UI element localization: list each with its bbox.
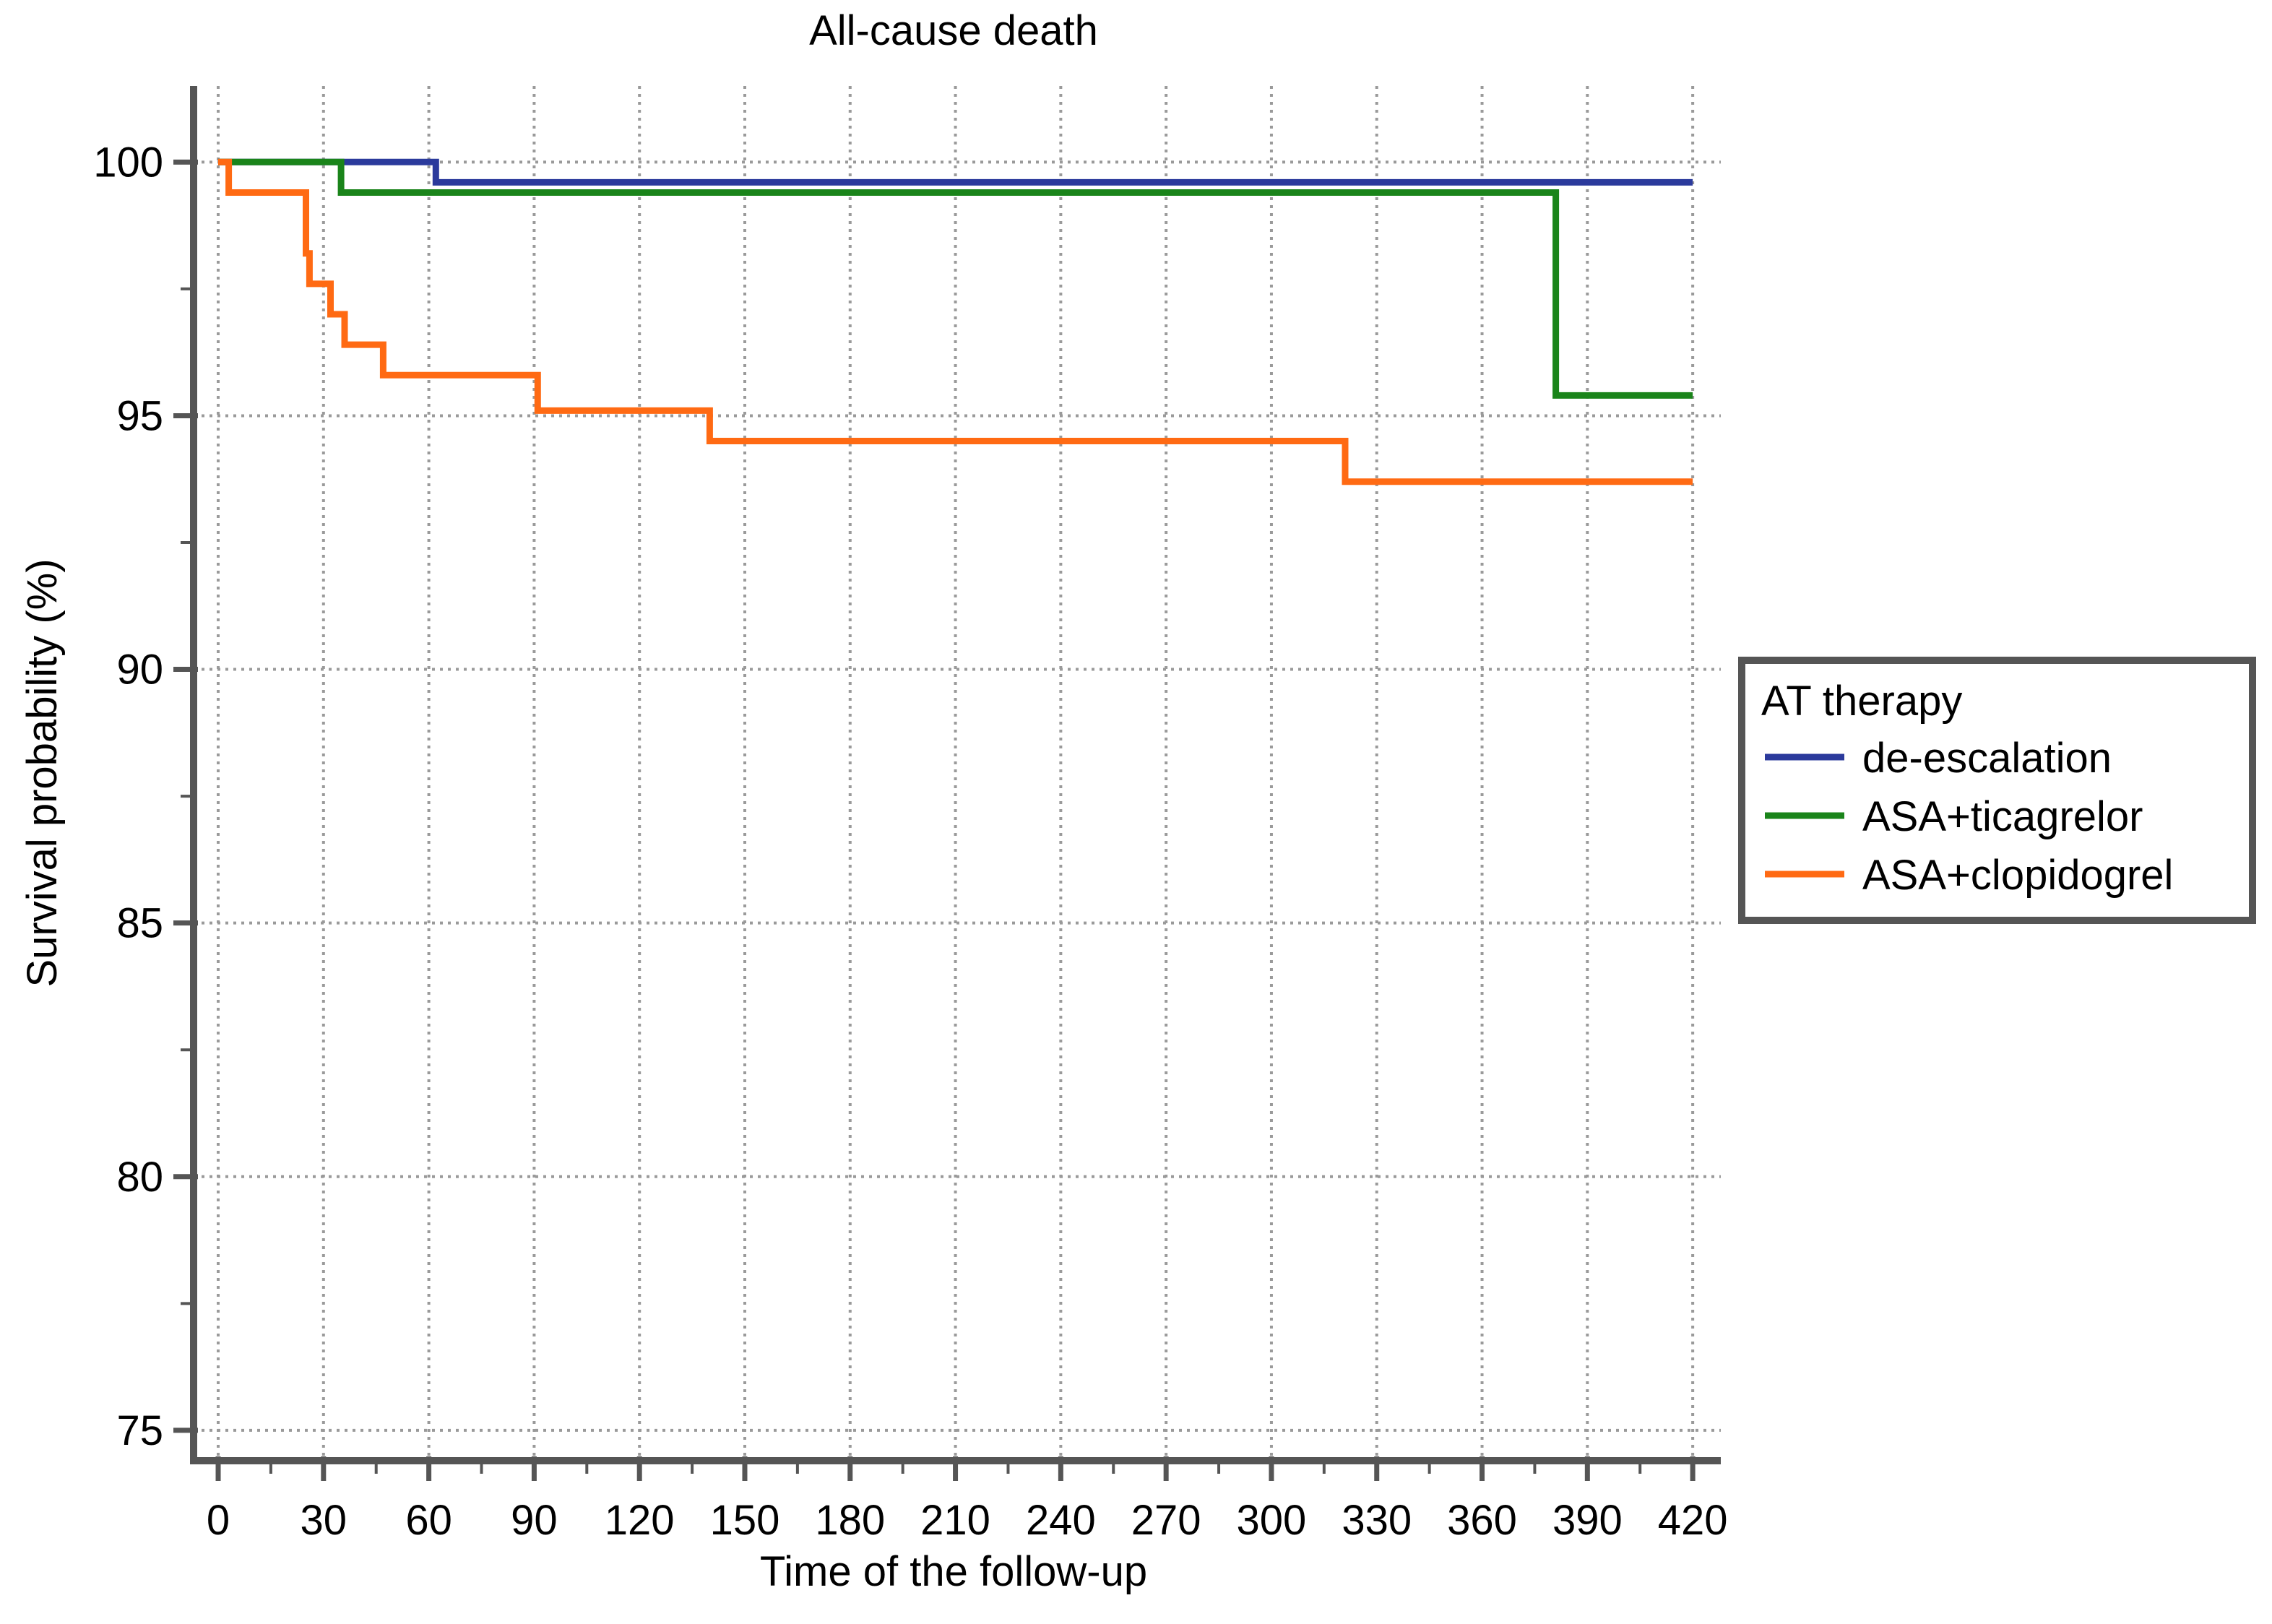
x-tick-label: 240 [1026, 1497, 1096, 1544]
x-tick-label: 120 [605, 1497, 675, 1544]
x-tick-label: 150 [710, 1497, 780, 1544]
x-tick-label: 360 [1447, 1497, 1517, 1544]
x-tick-label: 30 [301, 1497, 347, 1544]
legend-label-asa-ticagrelor: ASA+ticagrelor [1862, 793, 2143, 840]
legend-label-asa-clopidogrel: ASA+clopidogrel [1862, 852, 2173, 899]
y-tick-label: 100 [93, 139, 163, 186]
legend-title: AT therapy [1761, 678, 1962, 725]
series-line-de-escalation [218, 158, 1693, 186]
x-axis-label: Time of the follow-up [760, 1548, 1147, 1595]
legend: AT therapy de-escalation ASA+ticagrelor AS… [1738, 657, 2256, 924]
x-tick-label: 390 [1552, 1497, 1623, 1544]
x-tick-label: 270 [1131, 1497, 1201, 1544]
x-tick-label: 210 [920, 1497, 990, 1544]
legend-label-de-escalation: de-escalation [1862, 735, 2112, 782]
grid-lines [194, 86, 1721, 1461]
axes [173, 86, 1721, 1481]
chart-title: All-cause death [809, 7, 1098, 54]
x-tick-label: 420 [1658, 1497, 1728, 1544]
y-axis-label: Survival probability (%) [19, 558, 66, 987]
y-tick-label: 90 [116, 647, 163, 694]
y-tick-label: 95 [116, 392, 163, 439]
x-tick-label: 60 [405, 1497, 452, 1544]
x-tick-labels: 0 30 60 90 120 150 180 210 240 270 300 330 360 390 420 [207, 1497, 1728, 1544]
y-tick-label: 80 [116, 1154, 163, 1201]
y-tick-label: 75 [116, 1407, 163, 1454]
x-tick-label: 0 [207, 1497, 230, 1544]
x-tick-label: 330 [1342, 1497, 1412, 1544]
series-line-asa-clopidogrel [218, 158, 1693, 485]
x-tick-label: 180 [815, 1497, 885, 1544]
x-tick-label: 300 [1237, 1497, 1307, 1544]
x-tick-label: 90 [511, 1497, 558, 1544]
series-lines [218, 158, 1693, 485]
y-tick-label: 85 [116, 900, 163, 947]
series-line-asa-ticagrelor [218, 158, 1693, 399]
y-tick-labels: 75 80 85 90 95 100 [93, 139, 163, 1454]
